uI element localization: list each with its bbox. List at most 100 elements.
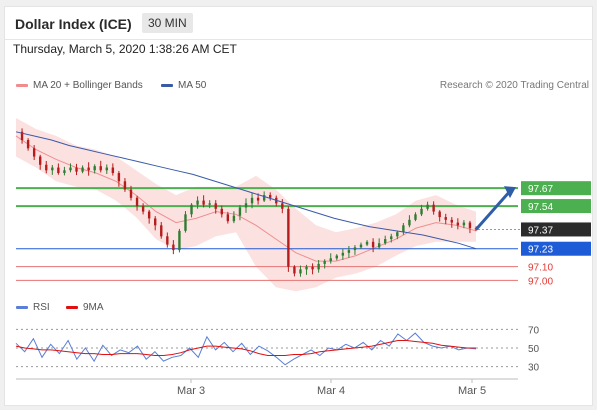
- legend-ma50: MA 50: [161, 80, 206, 91]
- candle-body: [317, 263, 320, 270]
- candle-body: [111, 167, 115, 174]
- candle-body: [462, 222, 466, 226]
- price-label-box-0: [521, 181, 591, 196]
- candle-body: [250, 197, 254, 204]
- candle-body: [178, 230, 181, 251]
- candle-body: [402, 225, 405, 233]
- price-label-1: 97.54: [528, 202, 553, 213]
- candle-body: [468, 222, 472, 229]
- timeframe-badge[interactable]: 30 MIN: [142, 13, 193, 33]
- forecast-arrow-shaft: [474, 190, 512, 231]
- price-label-box-2: [521, 222, 591, 237]
- candle-body: [20, 131, 24, 141]
- x-tick-label-1: Mar 4: [317, 385, 345, 397]
- candle-body: [262, 195, 266, 201]
- legend-9ma-label: 9MA: [83, 302, 104, 313]
- candle-body: [69, 167, 72, 171]
- candle-body: [450, 219, 453, 223]
- candle-body: [371, 241, 375, 248]
- candle-body: [135, 197, 139, 207]
- candle-body: [365, 241, 369, 245]
- candle-body: [390, 236, 393, 240]
- price-label-5: 97.00: [528, 276, 553, 287]
- price-label-0: 97.67: [528, 184, 553, 195]
- instrument-title: Dollar Index (ICE): [15, 16, 132, 32]
- candle-body: [147, 211, 151, 219]
- candle-body: [154, 218, 157, 226]
- x-tick-label-2: Mar 5: [458, 385, 486, 397]
- candle-body: [190, 204, 193, 215]
- legend-bollinger-label: MA 20 + Bollinger Bands: [33, 80, 143, 91]
- candle-body: [420, 208, 423, 215]
- candle-body: [256, 197, 260, 201]
- candle-body: [456, 222, 460, 226]
- candle-body: [105, 167, 108, 171]
- candle-body: [244, 203, 248, 208]
- candle-body: [184, 214, 187, 231]
- candle-body: [323, 261, 326, 264]
- price-label-4: 97.10: [528, 263, 553, 274]
- candle-body: [426, 204, 429, 209]
- candle-body: [166, 236, 169, 245]
- candle-body: [123, 181, 127, 190]
- rsi-swatch: [16, 305, 28, 309]
- candle-body: [396, 232, 399, 237]
- rsi-line: [15, 332, 477, 366]
- candle-body: [81, 167, 84, 172]
- legend-ma50-label: MA 50: [178, 80, 207, 91]
- candle-body: [208, 203, 211, 205]
- ma50-swatch: [161, 83, 173, 87]
- candle-body: [99, 166, 102, 171]
- candle-body: [196, 200, 199, 205]
- candle-body: [305, 266, 308, 270]
- candle-body: [287, 208, 290, 267]
- candle-body: [172, 244, 175, 251]
- candle-body: [75, 167, 78, 172]
- candle-body: [311, 266, 314, 270]
- candle-body: [269, 195, 272, 198]
- candle-body: [341, 252, 345, 256]
- candle-body: [26, 140, 30, 149]
- candle-body: [226, 214, 230, 222]
- candle-body: [160, 225, 163, 237]
- chart-header: Dollar Index (ICE) 30 MIN: [5, 7, 592, 40]
- candle-body: [39, 156, 42, 165]
- rsi-tick-70: 70: [528, 325, 540, 336]
- candle-body: [353, 247, 357, 251]
- candle-body: [359, 244, 363, 248]
- ma9-swatch: [66, 305, 78, 309]
- legend-9ma: 9MA: [66, 302, 104, 313]
- candle-body: [335, 255, 338, 259]
- candle-body: [438, 211, 441, 218]
- candle-body: [51, 167, 54, 171]
- price-label-box-3: [521, 241, 591, 256]
- candle-body: [117, 173, 121, 182]
- candle-body: [347, 250, 351, 253]
- candle-body: [93, 166, 96, 171]
- candle-body: [214, 203, 217, 209]
- candle-body: [141, 206, 145, 212]
- candle-body: [299, 269, 302, 274]
- candle-body: [408, 219, 411, 226]
- candle-body: [45, 164, 48, 171]
- candle-body: [329, 258, 332, 262]
- price-label-box-1: [521, 199, 591, 214]
- forecast-arrow-head: [504, 186, 516, 199]
- candle-body: [377, 243, 381, 248]
- rsi-9ma-line: [15, 340, 476, 356]
- chart-datetime: Thursday, March 5, 2020 1:38:26 AM CET: [13, 42, 237, 56]
- legend-rsi: RSI: [16, 302, 50, 313]
- bollinger-swatch: [16, 83, 28, 87]
- price-label-2: 97.37: [528, 225, 553, 236]
- ma50-line: [15, 131, 477, 250]
- candle-body: [57, 167, 60, 174]
- rsi-tick-50: 50: [528, 344, 540, 355]
- legend-bollinger: MA 20 + Bollinger Bands: [16, 80, 143, 91]
- candle-body: [281, 203, 284, 209]
- candle-body: [63, 170, 66, 174]
- candle-body: [238, 207, 242, 216]
- candle-body: [32, 148, 36, 157]
- credit-text: Research © 2020 Trading Central: [439, 80, 589, 91]
- candle-body: [293, 266, 296, 274]
